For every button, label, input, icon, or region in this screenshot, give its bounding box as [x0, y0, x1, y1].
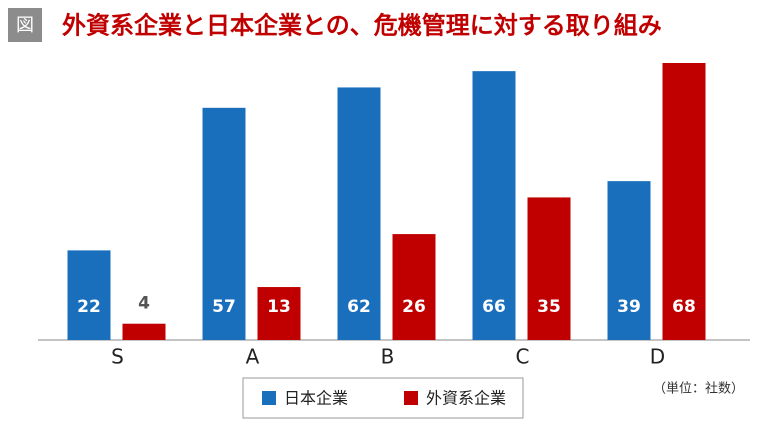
legend: [242, 377, 524, 419]
bar: [662, 63, 706, 340]
legend-swatch: [262, 391, 276, 405]
bar: [337, 87, 381, 340]
bar: [472, 71, 516, 340]
value-label: 22: [77, 297, 101, 317]
value-label: 39: [617, 297, 641, 317]
x-tick-label: D: [650, 345, 665, 369]
value-label: 57: [212, 297, 236, 317]
chart-title: 外資系企業と日本企業との、危機管理に対する取り組み: [62, 11, 662, 40]
value-label: 68: [672, 297, 696, 317]
value-label: 66: [482, 297, 506, 317]
bar: [527, 197, 571, 340]
x-tick-label: B: [381, 345, 395, 369]
unit-note: （単位：社数）: [653, 381, 744, 397]
value-label: 26: [402, 297, 426, 317]
value-label: 35: [537, 297, 561, 317]
x-tick-label: A: [246, 345, 260, 369]
legend-label: 外資系企業: [426, 389, 506, 408]
legend-label: 日本企業: [284, 389, 348, 408]
bar: [122, 323, 166, 340]
bar: [257, 287, 301, 340]
value-label: 4: [138, 294, 150, 314]
bar: [392, 234, 436, 340]
badge-box: [8, 8, 42, 42]
bar: [202, 107, 246, 340]
x-tick-label: S: [111, 345, 124, 369]
value-label: 13: [267, 297, 291, 317]
badge: 図: [16, 15, 34, 36]
legend-swatch: [404, 391, 418, 405]
bar: [67, 250, 111, 340]
value-label: 62: [347, 297, 371, 317]
bar: [607, 181, 651, 340]
x-tick-label: C: [516, 345, 530, 369]
